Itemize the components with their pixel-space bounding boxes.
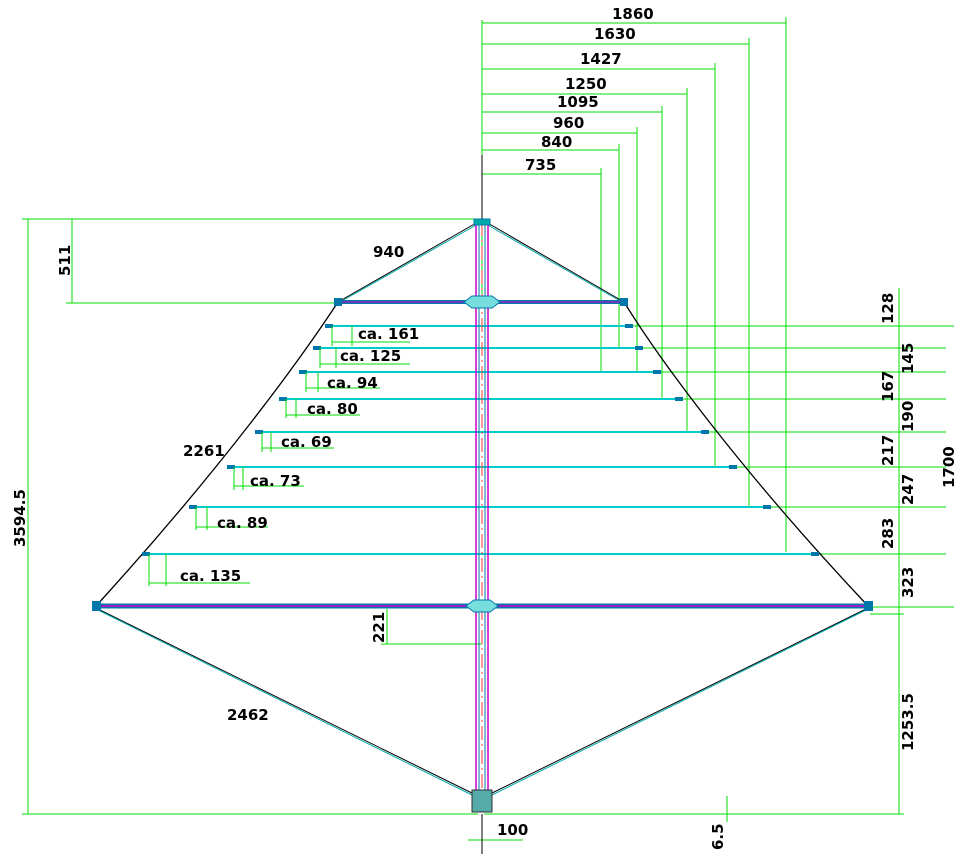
dim-1860: 1860 — [612, 5, 654, 23]
dim-840: 840 — [541, 133, 572, 151]
dim-100: 100 — [497, 821, 528, 839]
dim-ca-89: ca. 89 — [217, 514, 268, 532]
dim-2462: 2462 — [227, 706, 269, 724]
dim-1095: 1095 — [557, 93, 599, 111]
dim-145: 145 — [899, 343, 917, 374]
dim-511: 511 — [56, 245, 74, 276]
dim-190: 190 — [899, 401, 917, 432]
dim-960: 960 — [553, 114, 584, 132]
dim-1630: 1630 — [594, 25, 636, 43]
dim-1253-5: 1253.5 — [899, 693, 917, 751]
dim-ca-135: ca. 135 — [180, 567, 241, 585]
dim-ca-80: ca. 80 — [307, 400, 358, 418]
dim-217: 217 — [879, 435, 897, 466]
batten-offset-dimensions — [148, 326, 410, 586]
dim-247: 247 — [899, 474, 917, 505]
foot-right — [485, 607, 869, 797]
head-right — [485, 221, 625, 303]
dim-ca-161: ca. 161 — [358, 325, 419, 343]
dim-128: 128 — [879, 293, 897, 324]
dim-323: 323 — [899, 567, 917, 598]
top-width-dimensions — [481, 17, 787, 552]
foot-left — [95, 607, 479, 797]
dim-ca-73: ca. 73 — [250, 472, 301, 490]
batten-offset-labels: ca. 161 ca. 125 ca. 94 ca. 80 ca. 69 ca.… — [180, 325, 419, 585]
dim-1700: 1700 — [940, 446, 954, 488]
mast — [463, 155, 501, 854]
dim-167: 167 — [879, 371, 897, 402]
dim-2261: 2261 — [183, 442, 225, 460]
dim-ca-69: ca. 69 — [281, 433, 332, 451]
head-left — [337, 221, 479, 303]
dim-940: 940 — [373, 243, 404, 261]
dim-ca-94: ca. 94 — [327, 374, 378, 392]
left-dimensions — [22, 218, 482, 815]
dim-1427: 1427 — [580, 50, 622, 68]
luff-curve — [623, 301, 869, 607]
dim-221: 221 — [370, 612, 388, 643]
dim-735: 735 — [525, 156, 556, 174]
dim-ca-125: ca. 125 — [340, 347, 401, 365]
batten-ends — [92, 298, 873, 611]
dim-283: 283 — [879, 518, 897, 549]
top-width-labels: 1860 1630 1427 1250 1095 960 840 735 — [525, 5, 654, 174]
dim-6-5: 6.5 — [709, 823, 727, 850]
dim-1250: 1250 — [565, 75, 607, 93]
dim-3594-5: 3594.5 — [11, 489, 29, 547]
